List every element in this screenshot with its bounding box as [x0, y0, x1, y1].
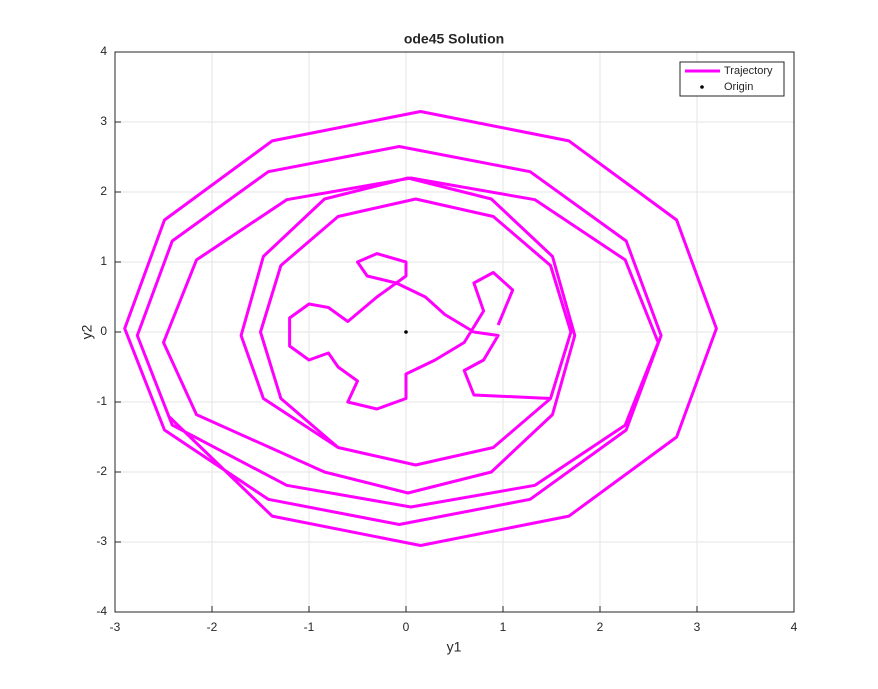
y-tick-label: -4 [96, 604, 107, 618]
x-tick-label: -3 [110, 620, 121, 634]
x-tick-label: 0 [403, 620, 410, 634]
x-axis-label: y1 [447, 639, 462, 655]
legend: Trajectory Origin [679, 61, 785, 97]
x-tick-label: 1 [500, 620, 507, 634]
origin-marker [404, 330, 408, 334]
legend-marker [700, 85, 704, 89]
y-tick-label: 2 [100, 184, 107, 198]
y-tick-label: 4 [100, 44, 107, 58]
y-tick-label: -1 [96, 394, 107, 408]
x-tick-label: 4 [791, 620, 798, 634]
chart-title: ode45 Solution [404, 31, 504, 47]
axes-box [114, 51, 795, 613]
y-tick-label: 0 [100, 324, 107, 338]
y-tick-label: 3 [100, 114, 107, 128]
y-tick-label: -3 [96, 534, 107, 548]
trajectory-line [123, 110, 718, 547]
y-tick-label: 1 [100, 254, 107, 268]
x-tick-label: -2 [207, 620, 218, 634]
y-axis-label: y2 [79, 324, 95, 339]
legend-label: Origin [724, 81, 753, 93]
legend-box [679, 61, 785, 97]
x-tick-label: 3 [694, 620, 701, 634]
legend-label: Trajectory [724, 65, 773, 77]
y-tick-label: -2 [96, 464, 107, 478]
x-tick-label: -1 [304, 620, 315, 634]
x-tick-label: 2 [597, 620, 604, 634]
